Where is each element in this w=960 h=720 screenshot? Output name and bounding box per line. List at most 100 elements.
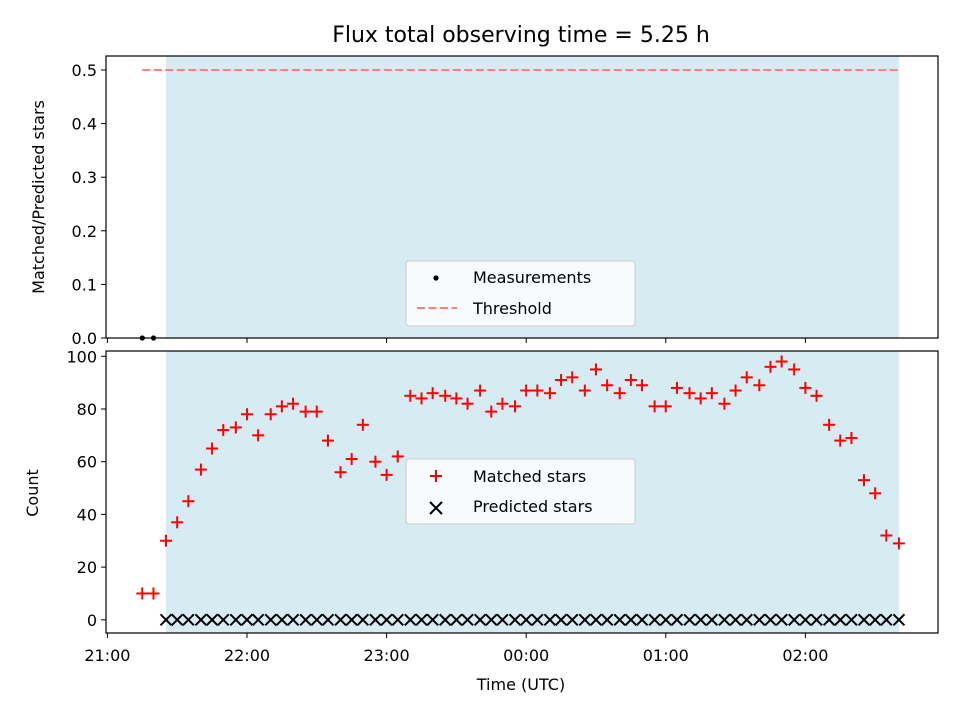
predicted-star-marker <box>473 613 487 627</box>
predicted-star-marker <box>229 613 243 627</box>
legend-matched-label: Matched stars <box>473 467 586 486</box>
matched-star-marker <box>415 392 428 405</box>
matched-star-marker <box>520 384 533 397</box>
matched-star-marker <box>683 387 696 400</box>
legend-measurements-marker <box>433 275 439 281</box>
predicted-star-marker <box>404 613 417 627</box>
predicted-star-marker <box>159 613 173 627</box>
matched-star-marker <box>845 431 858 444</box>
x-axis-label: Time (UTC) <box>476 675 565 694</box>
top-y-tick-label: 0.2 <box>72 222 97 241</box>
predicted-star-marker <box>718 613 731 627</box>
predicted-star-marker <box>310 613 323 627</box>
predicted-star-marker <box>799 613 812 627</box>
predicted-star-marker <box>426 613 439 627</box>
matched-star-marker <box>356 418 369 431</box>
predicted-star-marker <box>775 613 788 627</box>
predicted-star-marker <box>810 613 823 627</box>
predicted-star-marker <box>589 613 603 627</box>
matched-star-marker <box>624 373 637 386</box>
predicted-star-marker <box>240 613 254 627</box>
predicted-star-marker <box>415 613 428 627</box>
legend-threshold-label: Threshold <box>472 299 552 318</box>
predicted-star-marker <box>321 613 335 627</box>
predicted-star-marker <box>635 613 649 627</box>
matched-star-marker <box>729 384 742 397</box>
legend-matched-marker <box>430 470 442 482</box>
predicted-star-marker <box>822 613 836 627</box>
matched-star-marker <box>764 360 777 373</box>
matched-star-marker <box>474 384 487 397</box>
predicted-stars-points <box>159 613 906 627</box>
legend-predicted-marker <box>429 501 443 515</box>
predicted-star-marker <box>439 613 452 627</box>
bottom-y-tick-label: 20 <box>77 558 97 577</box>
legend-measurements-label: Measurements <box>473 268 591 287</box>
matched-star-marker <box>369 455 382 468</box>
top-y-tick-label: 0.1 <box>72 275 97 294</box>
bottom-panel: 0 20 40 60 80 100 21:00 22:00 23:00 00:00 01:00 02… <box>23 347 939 694</box>
predicted-star-marker <box>461 613 474 627</box>
x-tick-label: 00:00 <box>503 646 549 665</box>
predicted-star-marker <box>683 613 696 627</box>
predicted-star-marker <box>264 613 277 627</box>
top-y-tick-label: 0.0 <box>72 329 97 348</box>
predicted-star-marker <box>450 613 463 627</box>
predicted-star-marker <box>508 613 522 627</box>
matched-star-marker <box>240 408 253 421</box>
matched-star-marker <box>555 373 568 386</box>
bottom-axes-frame <box>105 350 939 634</box>
predicted-star-marker <box>600 613 614 627</box>
predicted-star-marker <box>566 613 579 627</box>
predicted-star-marker <box>369 613 382 627</box>
predicted-star-marker <box>578 613 592 627</box>
matched-star-marker <box>299 405 312 418</box>
matched-star-marker <box>694 392 707 405</box>
predicted-star-marker <box>356 613 370 627</box>
matched-star-marker <box>252 429 265 442</box>
matched-star-marker <box>275 400 288 413</box>
bottom-legend-box <box>405 458 636 525</box>
predicted-star-marker <box>845 613 858 627</box>
bottom-y-tick-label: 0 <box>87 611 97 630</box>
top-y-tick-label: 0.4 <box>72 115 97 134</box>
matched-star-marker <box>613 387 626 400</box>
x-tick-label: 23:00 <box>364 646 410 665</box>
matched-star-marker <box>264 408 277 421</box>
x-tick-label: 21:00 <box>84 646 130 665</box>
matched-star-marker <box>753 379 766 392</box>
bottom-y-ticks: 0 20 40 60 80 100 <box>66 347 106 630</box>
matched-star-marker <box>426 387 439 400</box>
predicted-star-marker <box>648 613 661 627</box>
matched-star-marker <box>509 400 522 413</box>
matched-star-marker <box>404 389 417 402</box>
matched-star-marker <box>229 421 242 434</box>
matched-star-marker <box>880 529 893 542</box>
matched-star-marker <box>788 363 801 376</box>
predicted-star-marker <box>729 613 742 627</box>
top-y-axis-label: Matched/Predicted stars <box>29 100 48 294</box>
predicted-star-marker <box>345 613 358 627</box>
predicted-star-marker <box>740 613 753 627</box>
matched-star-marker <box>578 384 591 397</box>
bottom-y-tick-label: 100 <box>66 347 97 366</box>
matched-star-marker <box>775 355 788 368</box>
matched-star-marker <box>648 400 661 413</box>
predicted-star-marker <box>753 613 766 627</box>
matched-star-marker <box>485 405 498 418</box>
matched-star-marker <box>321 434 334 447</box>
bottom-y-tick-label: 80 <box>77 400 97 419</box>
matched-star-marker <box>136 587 149 600</box>
bottom-y-axis-label: Count <box>23 469 42 517</box>
predicted-star-marker <box>182 613 195 627</box>
predicted-star-marker <box>170 613 184 627</box>
predicted-star-marker <box>496 613 509 627</box>
matched-star-marker <box>450 392 463 405</box>
predicted-star-marker <box>788 613 801 627</box>
matched-star-marker <box>834 434 847 447</box>
matched-star-marker <box>659 400 672 413</box>
bottom-legend: Matched stars Predicted stars <box>405 458 636 525</box>
bottom-x-ticks: 21:00 22:00 23:00 00:00 01:00 02:00 <box>84 633 828 665</box>
legend-predicted-label: Predicted stars <box>473 497 593 516</box>
matched-star-marker <box>171 516 184 529</box>
